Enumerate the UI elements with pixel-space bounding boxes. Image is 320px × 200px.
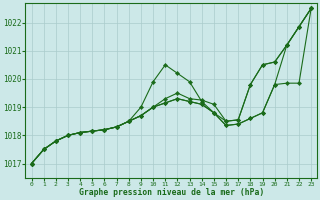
X-axis label: Graphe pression niveau de la mer (hPa): Graphe pression niveau de la mer (hPa): [79, 188, 264, 197]
